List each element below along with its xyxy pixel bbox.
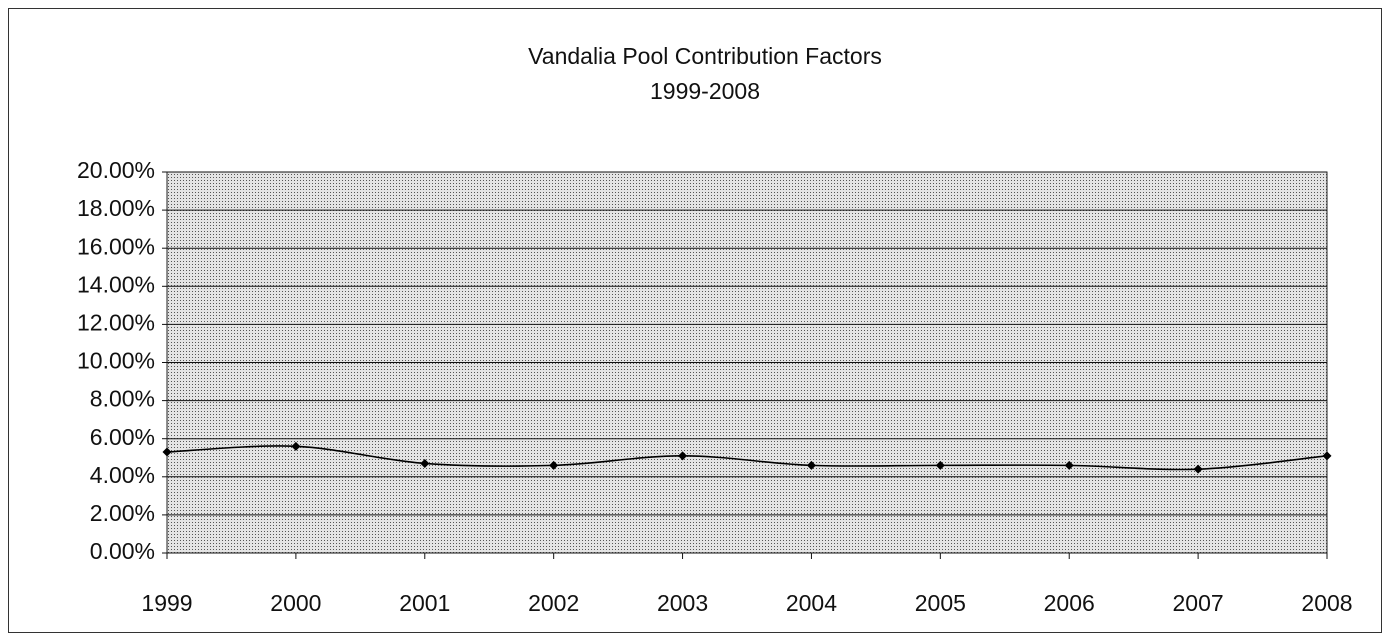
x-tick-label: 2005 [915,590,966,616]
data-point [291,441,301,451]
y-tick-label: 16.00% [77,233,155,259]
chart-subtitle: 1999-2008 [650,78,760,104]
x-tick-label: 1999 [141,590,192,616]
x-tick-label: 2000 [270,590,321,616]
y-tick-label: 18.00% [77,195,155,221]
x-tick-label: 2007 [1173,590,1224,616]
y-tick-label: 14.00% [77,271,155,297]
y-tick-label: 20.00% [77,157,155,183]
x-tick-label: 2004 [786,590,837,616]
data-point [806,460,816,470]
data-point [1193,464,1203,474]
y-tick-label: 0.00% [90,538,155,564]
data-point [1064,460,1074,470]
y-tick-label: 2.00% [90,500,155,526]
data-point [549,460,559,470]
y-tick-label: 12.00% [77,309,155,335]
chart-title: Vandalia Pool Contribution Factors [528,43,882,69]
series-line [166,445,1328,471]
y-tick-label: 10.00% [77,348,155,374]
data-point [678,451,688,461]
x-tick-label: 2001 [399,590,450,616]
data-point [1322,451,1332,461]
y-tick-label: 4.00% [90,462,155,488]
data-point [162,447,172,457]
y-tick-label: 6.00% [90,424,155,450]
x-tick-label: 2002 [528,590,579,616]
x-tick-label: 2008 [1301,590,1352,616]
x-tick-label: 2003 [657,590,708,616]
data-point [420,458,430,468]
y-tick-label: 8.00% [90,386,155,412]
data-point [935,460,945,470]
x-tick-label: 2006 [1044,590,1095,616]
